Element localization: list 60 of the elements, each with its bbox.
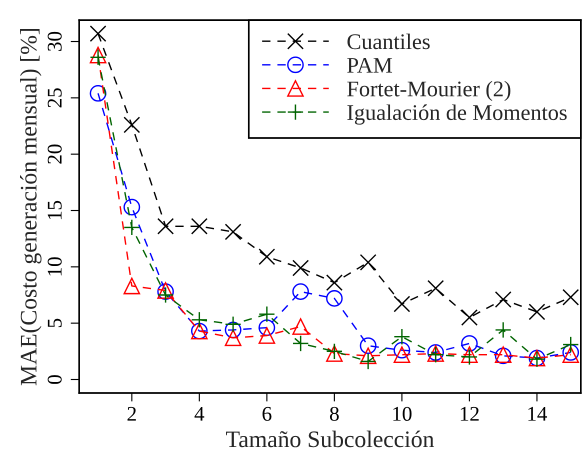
x-tick-label: 6 [262,406,272,421]
y-tick-label: 10 [48,257,62,276]
x-axis-title: Tamaño Subcolección [226,430,434,448]
point [123,278,140,294]
point [258,319,276,336]
legend-label: Igualación de Momentos [347,104,567,125]
legend-label: Cuantiles [347,34,430,50]
point [224,322,242,338]
point [224,224,242,240]
point [258,327,276,344]
point [360,337,376,354]
point [157,218,174,235]
point [292,260,309,276]
point [191,311,208,328]
x-tick-label: 4 [194,406,204,421]
point [394,296,410,312]
point [394,346,410,364]
x-tick-label: 2 [128,406,136,421]
point [562,288,580,306]
point [90,85,106,102]
point [191,218,208,235]
x-tick-label: 12 [460,406,479,421]
point [427,280,444,297]
point [326,290,343,307]
point [360,348,376,364]
point [258,248,276,266]
point [123,116,140,134]
point [224,316,242,333]
y-tick-label: 15 [48,200,62,220]
point [360,254,376,271]
legend-label: PAM [347,58,392,73]
point [258,306,276,322]
point [528,304,546,320]
point [123,219,140,236]
point [292,335,309,352]
point [494,322,512,338]
point [292,283,309,300]
y-tick-label: 25 [48,88,62,108]
point [90,25,106,42]
point [157,286,174,304]
point [292,318,309,335]
x-tick-label: 8 [330,406,339,421]
x-tick-label: 14 [528,406,548,421]
point [494,291,512,308]
y-tick-label: 30 [48,32,62,51]
point [326,274,343,291]
point [461,309,478,326]
point [461,335,478,352]
y-tick-label: 5 [48,318,62,328]
point [394,328,410,346]
legend-label: Fortet-Mourier (2) [347,80,510,101]
point [123,198,140,216]
point [562,336,580,353]
point [224,329,242,346]
point [394,342,410,359]
y-axis-title: MAE(Costo generación mensual) [%] [20,28,42,386]
x-tick-label: 10 [393,406,412,421]
y-tick-label: 20 [48,144,62,164]
y-tick-label: 0 [48,375,62,384]
point [360,353,376,370]
